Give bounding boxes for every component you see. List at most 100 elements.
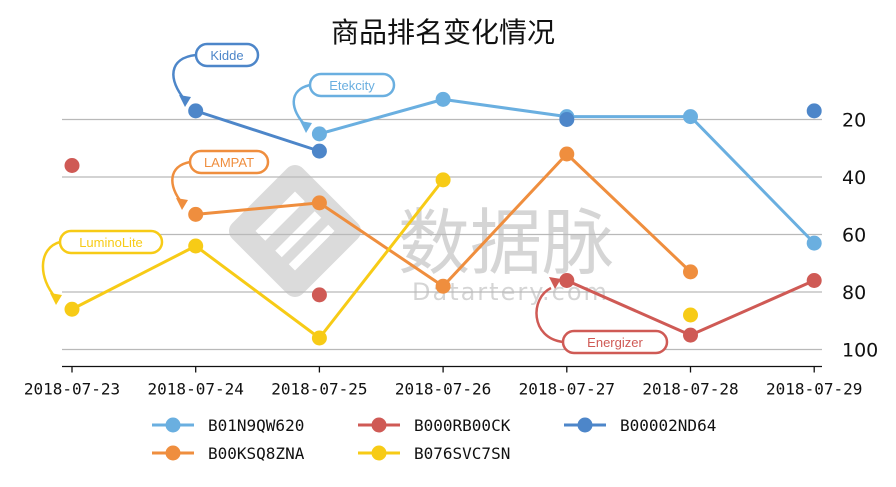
x-axis: 2018-07-23 2018-07-24 2018-07-25 2018-07-26… <box>24 365 862 399</box>
y-tick-label: 20 <box>842 110 866 132</box>
arrowhead-icon <box>300 121 312 133</box>
data-point <box>435 278 451 294</box>
legend-item-B00002ND64: B00002ND64 <box>564 416 716 435</box>
legend-item-B000RB00CK: B000RB00CK <box>358 416 511 435</box>
annotation-box <box>308 72 396 98</box>
annotation-etekcity: Etekcity <box>292 72 396 133</box>
grid <box>62 118 822 351</box>
series-line-segment <box>194 109 321 153</box>
legend-label: B01N9QW620 <box>208 416 304 435</box>
annotation-label: Kidde <box>210 48 243 63</box>
y-axis: 20 40 60 80 100 <box>842 110 878 362</box>
annotation-label: Etekcity <box>329 78 375 93</box>
annotations: Kidde Etekcity LAMPAT LuminoLite Energizer <box>41 42 669 355</box>
y-tick-label: 80 <box>842 282 866 304</box>
annotation-box <box>194 42 260 68</box>
data-point <box>311 330 327 346</box>
legend-item-B00KSQ8ZNA: B00KSQ8ZNA <box>152 444 305 463</box>
series-B00002ND64 <box>188 103 822 159</box>
data-point <box>806 273 822 288</box>
series-line-segment <box>194 201 321 216</box>
data-point <box>311 195 327 211</box>
series-line-segment <box>70 244 198 311</box>
series-B076SVC7SN <box>64 172 698 346</box>
watermark: 数据脉 Datartery.com <box>229 165 614 306</box>
annotation-box <box>561 329 669 355</box>
annotation-arrow <box>535 286 564 344</box>
data-point <box>683 307 698 323</box>
data-point <box>683 264 698 280</box>
annotation-arrow <box>41 240 61 299</box>
arrowhead-icon <box>50 293 62 305</box>
annotation-box <box>188 149 270 175</box>
data-point <box>188 206 204 222</box>
annotation-luminolite: LuminoLite <box>41 229 164 305</box>
data-point <box>435 172 451 188</box>
x-tick-label: 2018-07-24 <box>148 380 244 399</box>
legend-marker <box>371 445 387 461</box>
series-line-segment <box>441 97 569 119</box>
series-line-segment <box>317 201 445 288</box>
x-tick-label: 2018-07-26 <box>395 380 491 399</box>
arrowhead-icon <box>176 198 188 210</box>
data-point <box>806 235 822 251</box>
data-point <box>64 301 80 317</box>
series-line-segment <box>689 115 816 245</box>
legend-marker <box>371 417 387 433</box>
series-line-segment <box>441 152 569 288</box>
series-line-segment <box>194 244 321 340</box>
annotation-energizer: Energizer <box>535 277 669 355</box>
y-tick-label: 60 <box>842 225 866 247</box>
annotation-box <box>58 229 164 255</box>
legend-marker <box>577 417 593 433</box>
data-point <box>311 143 327 159</box>
data-point <box>806 103 822 119</box>
x-tick-label: 2018-07-28 <box>642 380 738 399</box>
legend-label: B000RB00CK <box>414 416 511 435</box>
series-line-segment <box>689 279 816 337</box>
watermark-cn: 数据脉 <box>398 201 614 285</box>
series-line-segment <box>317 97 445 136</box>
annotation-arrow <box>172 53 197 101</box>
data-point <box>559 146 575 162</box>
data-point <box>683 327 698 343</box>
legend-label: B00002ND64 <box>620 416 716 435</box>
legend: B01N9QW620 B000RB00CK B00002ND64 B00KSQ8ZNA… <box>152 416 716 463</box>
data-point <box>559 273 575 288</box>
annotation-arrow <box>171 160 191 204</box>
legend-item-B01N9QW620: B01N9QW620 <box>152 416 304 435</box>
series-B00KSQ8ZNA <box>188 146 698 294</box>
data-point <box>683 109 698 125</box>
annotation-label: Energizer <box>587 335 643 350</box>
x-tick-label: 2018-07-29 <box>766 380 862 399</box>
legend-label: B076SVC7SN <box>414 444 510 463</box>
x-tick-label: 2018-07-25 <box>271 380 367 399</box>
data-point <box>311 287 327 303</box>
annotation-kidde: Kidde <box>172 42 260 107</box>
x-tick-label: 2018-07-23 <box>24 380 120 399</box>
series-B000RB00CK <box>64 158 822 343</box>
legend-item-B076SVC7SN: B076SVC7SN <box>358 444 510 463</box>
legend-marker <box>165 445 181 461</box>
series-line-segment <box>565 152 692 274</box>
y-tick-label: 40 <box>842 167 866 189</box>
series-layer <box>64 91 822 346</box>
data-point <box>435 91 451 107</box>
legend-label: B00KSQ8ZNA <box>208 444 305 463</box>
y-tick-label: 100 <box>842 340 878 362</box>
annotation-label: LAMPAT <box>204 155 254 170</box>
annotation-lampat: LAMPAT <box>171 149 270 210</box>
data-point <box>64 158 80 173</box>
legend-marker <box>165 417 181 433</box>
annotation-label: LuminoLite <box>79 235 143 250</box>
arrowhead-icon <box>179 95 191 107</box>
watermark-logo-icon <box>229 165 361 297</box>
series-line-segment <box>565 279 692 337</box>
chart-title: 商品排名变化情况 <box>331 16 555 49</box>
data-point <box>311 126 327 142</box>
arrowhead-icon <box>549 277 561 289</box>
series-line-segment <box>317 178 445 340</box>
x-tick-label: 2018-07-27 <box>519 380 615 399</box>
data-point <box>188 238 204 254</box>
